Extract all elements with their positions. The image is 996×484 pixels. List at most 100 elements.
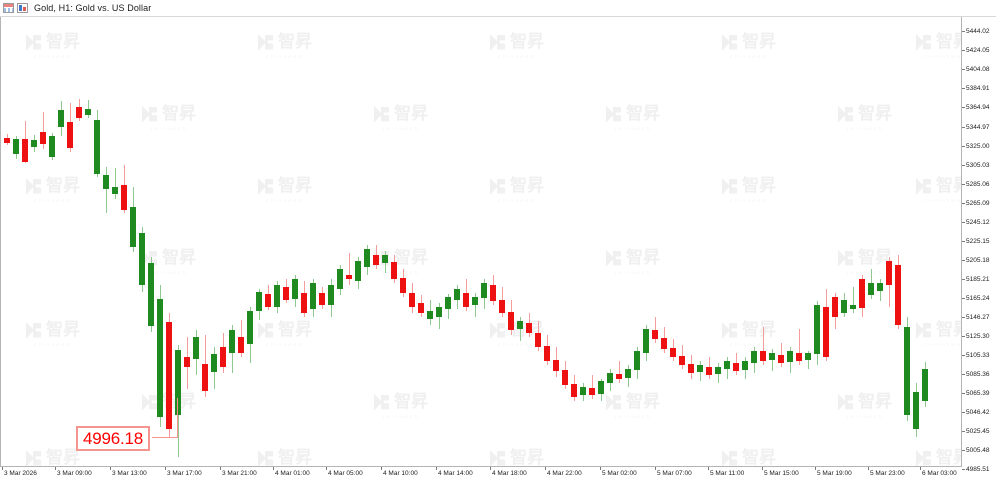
candle-body [814,305,820,354]
grid-icon[interactable] [3,3,14,13]
candle-body [535,333,541,347]
plot-border-left [0,17,1,467]
price-tick-label: 5105.33 [966,352,990,359]
time-tick-label: 6 Mar 03:00 [922,470,957,477]
candle-body [283,287,289,300]
price-tick-label: 5065.39 [966,390,990,397]
time-tick-label: 4 Mar 18:00 [492,470,527,477]
candle-body [751,351,757,363]
candle-body [832,297,838,317]
candle-wick [349,253,350,285]
price-tick-label: 5384.91 [966,85,990,92]
candle-body [130,207,136,247]
chart-plot-area[interactable]: 智昇 ZHISHENG 智昇 ZHISHENG 智昇 ZHISHENG 智昇 ZHISHENG… [0,17,962,467]
candle-body [355,261,361,281]
time-tick-label: 4 Mar 05:00 [328,470,363,477]
time-tick [545,467,546,470]
time-tick [381,467,382,470]
time-tick [55,467,56,470]
candle-wick [799,329,800,365]
price-tick [962,146,965,147]
price-tick-label: 5285.06 [966,181,990,188]
time-tick [762,467,763,470]
candle-body [346,275,352,279]
candle-body [490,285,496,301]
plot-border-bottom [0,466,962,467]
candle-body [337,269,343,289]
candle-body [706,367,712,375]
price-callout-value: 4996.18 [83,428,144,448]
candle-body [112,187,118,194]
time-tick [220,467,221,470]
candle-body [409,293,415,307]
time-tick [2,467,3,470]
price-axis[interactable]: 5444.02 5424.05 5404.08 5384.91 5364.94 5344.… [962,17,996,473]
candle-body [589,388,595,395]
time-tick [708,467,709,470]
candle-body [823,307,829,357]
candle-body [436,307,442,317]
time-axis[interactable]: 3 Mar 2026 3 Mar 09:00 3 Mar 13:00 3 Mar 17… [0,467,962,484]
price-tick [962,450,965,451]
time-tick-label: 5 Mar 23:00 [870,470,905,477]
price-tick [962,469,965,470]
price-tick-label: 5325.00 [966,143,990,150]
candle-body [400,278,406,293]
time-tick [490,467,491,470]
time-tick [815,467,816,470]
time-tick [165,467,166,470]
price-tick-label: 5005.48 [966,447,990,454]
price-tick-label: 5225.15 [966,238,990,245]
candle-body [607,373,613,383]
price-tick-label: 5245.12 [966,219,990,226]
price-tick [962,69,965,70]
candle-body [922,369,928,401]
candle-body [193,337,199,359]
price-tick [962,31,965,32]
candle-wick [43,112,44,149]
time-tick-label: 5 Mar 19:00 [817,470,852,477]
candle-body [40,132,46,144]
price-tick [962,374,965,375]
price-tick [962,88,965,89]
price-tick [962,222,965,223]
candle-body [211,354,217,372]
candle-body [859,279,865,308]
candle-body [904,327,910,415]
plot-border-right [961,17,962,467]
candle-body [364,249,370,267]
candle-body [427,311,433,319]
candle-wick [115,168,116,199]
candle-body [679,356,685,365]
time-tick-label: 3 Mar 13:00 [112,470,147,477]
price-tick-label: 5265.09 [966,200,990,207]
price-callout[interactable]: 4996.18 [76,426,151,451]
price-tick [962,127,965,128]
time-tick [326,467,327,470]
time-tick-label: 4 Mar 14:00 [438,470,473,477]
time-tick-label: 3 Mar 09:00 [57,470,92,477]
candle-body [850,305,856,309]
candle-body [760,351,766,361]
candle-body [508,312,514,330]
candle-body [715,367,721,374]
candle-body [724,361,730,369]
candle-wick [772,349,773,371]
price-tick-label: 5025.45 [966,428,990,435]
time-tick [436,467,437,470]
candle-body [85,109,91,115]
price-tick-label: 5305.03 [966,162,990,169]
bar-chart-icon[interactable] [17,3,28,13]
candle-body [580,387,586,395]
price-tick [962,165,965,166]
price-tick-label: 5046.42 [966,409,990,416]
price-tick [962,184,965,185]
candle-body [238,337,244,353]
candle-wick [619,361,620,383]
candle-body [787,351,793,362]
candle-body [553,360,559,371]
price-tick [962,241,965,242]
price-tick-label: 5165.24 [966,295,990,302]
candle-body [202,364,208,391]
candle-body [4,138,10,143]
